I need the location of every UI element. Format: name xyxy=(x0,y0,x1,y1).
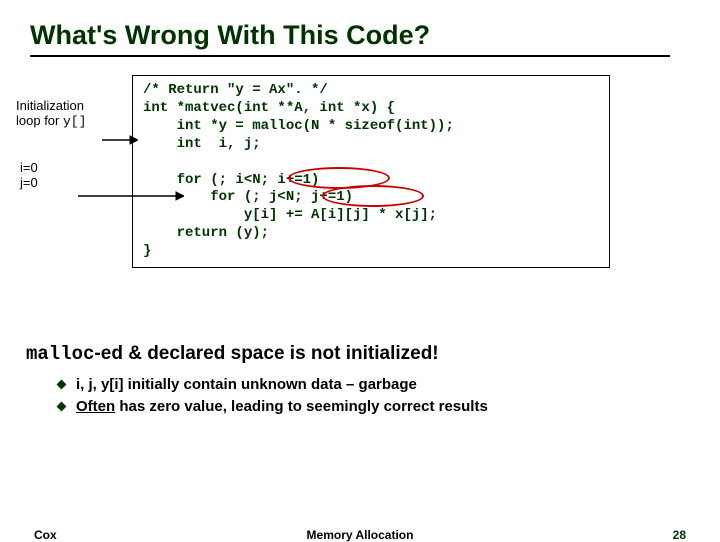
ellipse-inner-for xyxy=(322,185,424,207)
conclusion-rest: -ed & declared space is not initialized! xyxy=(94,343,438,364)
bullet-2: Often has zero value, leading to seeming… xyxy=(58,397,690,417)
init-label-line2b: y[] xyxy=(63,114,86,129)
bullet-1: i, j, y[i] initially contain unknown dat… xyxy=(58,375,690,395)
side-labels: Initialization loop for y[] i=0 j=0 xyxy=(16,99,126,191)
slide-title: What's Wrong With This Code? xyxy=(30,20,690,51)
ij-line2: j=0 xyxy=(20,175,38,190)
bullet-list: i, j, y[i] initially contain unknown dat… xyxy=(58,375,690,418)
init-label-line2a: loop for xyxy=(16,113,63,128)
bullet-2-prefix: Often xyxy=(76,398,115,415)
content-area: Initialization loop for y[] i=0 j=0 /* R… xyxy=(30,75,690,335)
bullet-2-rest: has zero value, leading to seemingly cor… xyxy=(115,398,488,415)
ij-label: i=0 j=0 xyxy=(20,160,126,191)
init-label: Initialization loop for y[] xyxy=(16,99,126,130)
conclusion-mono: malloc xyxy=(26,343,94,365)
ij-line1: i=0 xyxy=(20,160,38,175)
init-label-line1: Initialization xyxy=(16,98,84,113)
title-underline xyxy=(30,55,670,57)
conclusion-line: malloc-ed & declared space is not initia… xyxy=(26,343,690,365)
bullet-1-text: i, j, y[i] initially contain unknown dat… xyxy=(76,376,417,393)
